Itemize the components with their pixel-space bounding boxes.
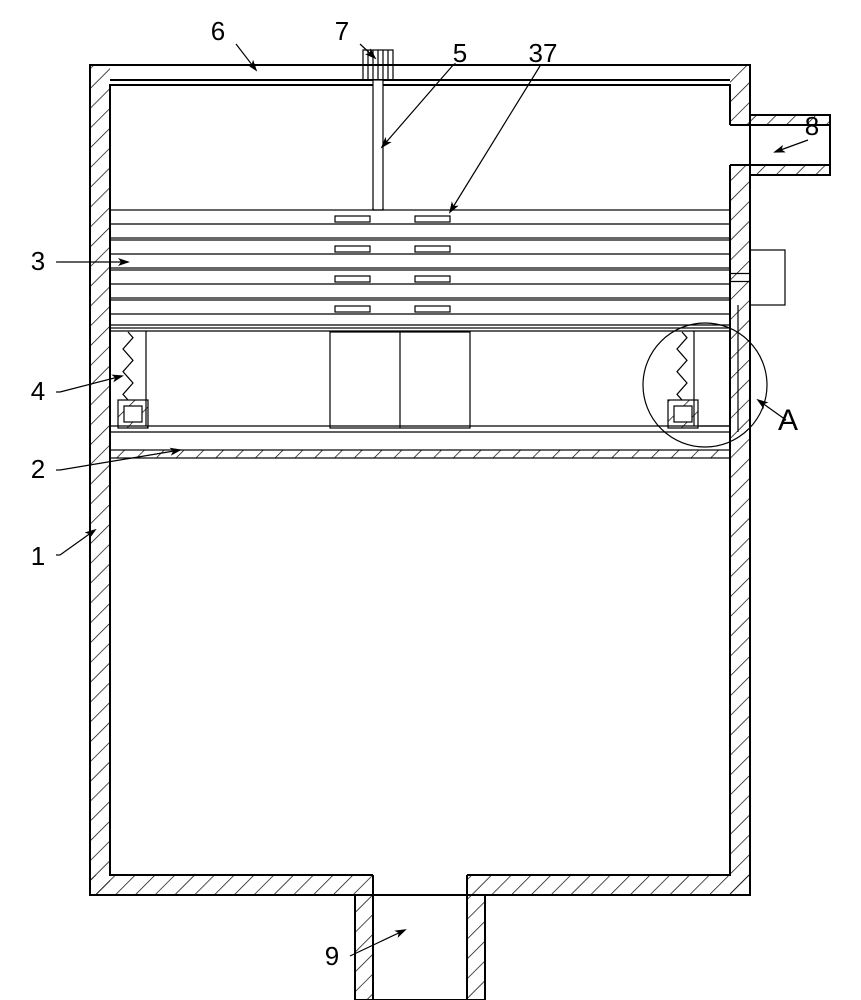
plate-stack bbox=[110, 210, 730, 328]
label-8: 8 bbox=[805, 111, 819, 141]
label-9: 9 bbox=[325, 941, 339, 971]
labels: 1 2 3 4 5 6 7 8 9 37 A bbox=[31, 16, 819, 971]
label-4: 4 bbox=[31, 376, 45, 406]
label-3: 3 bbox=[31, 246, 45, 276]
shaft bbox=[373, 80, 383, 210]
vessel bbox=[90, 65, 750, 895]
leader-8 bbox=[775, 140, 808, 152]
outlet bbox=[355, 874, 485, 1000]
support-plate bbox=[110, 450, 730, 458]
label-A: A bbox=[778, 404, 798, 437]
springs bbox=[123, 332, 687, 400]
threaded-cap bbox=[363, 50, 393, 80]
label-7: 7 bbox=[335, 16, 349, 46]
label-1: 1 bbox=[31, 541, 45, 571]
label-6: 6 bbox=[211, 16, 225, 46]
label-2: 2 bbox=[31, 454, 45, 484]
leader-37 bbox=[450, 66, 540, 212]
label-5: 5 bbox=[453, 38, 467, 68]
leader-6 bbox=[236, 44, 256, 70]
tray-assembly bbox=[110, 325, 730, 432]
label-37: 37 bbox=[529, 38, 558, 68]
